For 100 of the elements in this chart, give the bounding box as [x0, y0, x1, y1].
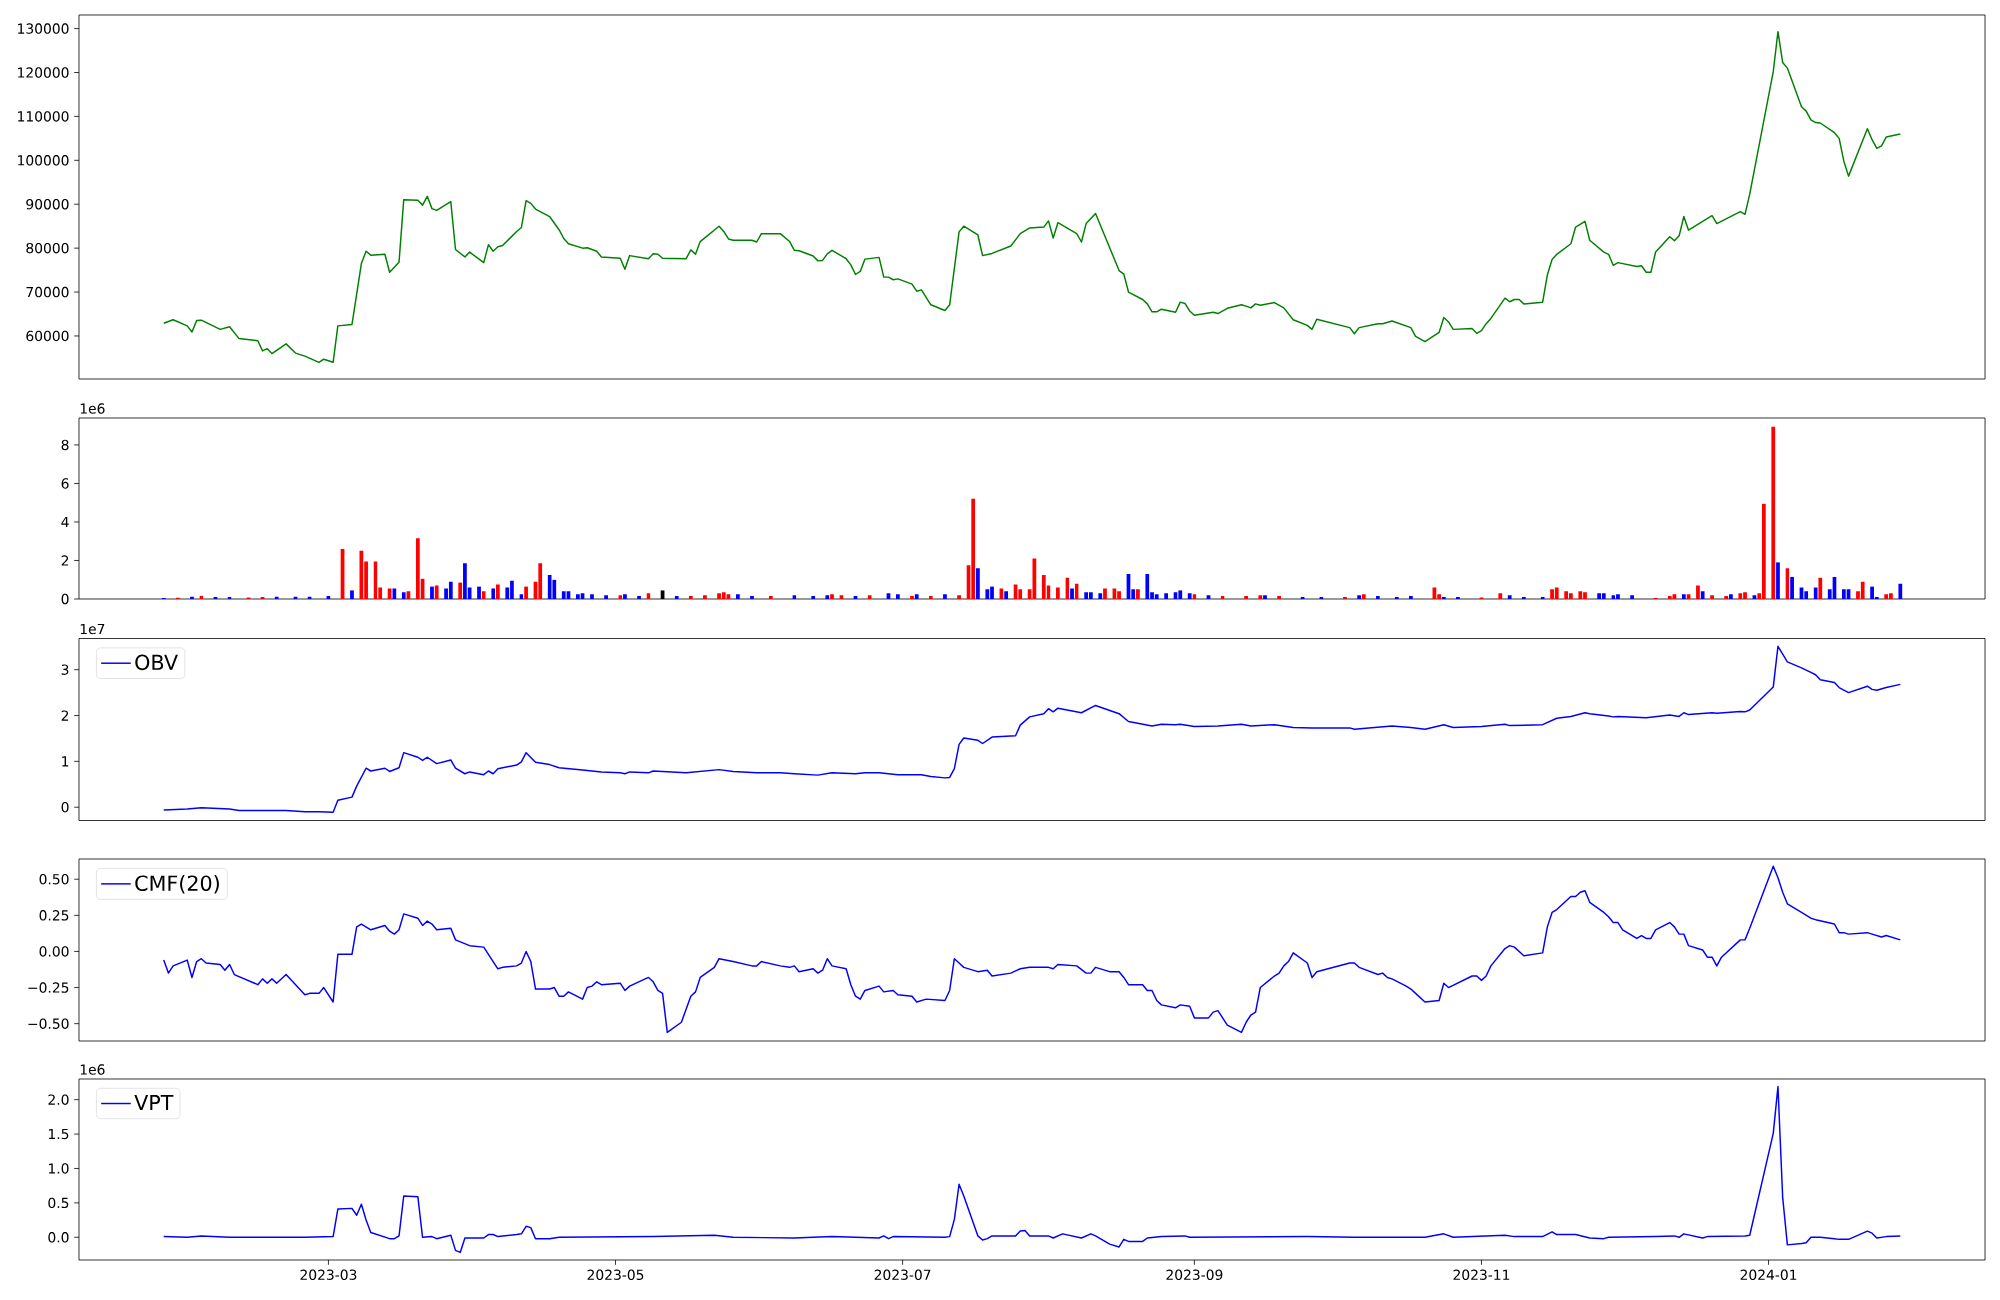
- y-tick-label: 1.5: [48, 1128, 69, 1140]
- y-tick-label: −0.50: [28, 1018, 69, 1029]
- bar: [1898, 583, 1903, 599]
- bar: [1145, 573, 1150, 599]
- bar: [1696, 585, 1700, 599]
- bar: [1361, 594, 1366, 599]
- y-tick-label: −0.25: [28, 982, 69, 993]
- bar: [1710, 595, 1714, 599]
- bar: [1032, 558, 1037, 599]
- bar: [623, 594, 627, 599]
- x-tick-label: 2024-01: [1740, 1269, 1797, 1280]
- y-tick-label: 0.00: [39, 946, 69, 957]
- text: 1e6: [80, 1064, 105, 1075]
- legend-label: VPT: [134, 1094, 174, 1111]
- line-series: [162, 30, 1902, 364]
- bar: [477, 586, 481, 599]
- bar: [1738, 593, 1743, 599]
- bar: [524, 586, 528, 599]
- y-tick-label: 80000: [26, 242, 69, 254]
- bar: [1564, 591, 1569, 599]
- bar: [1178, 590, 1183, 599]
- bar: [1884, 594, 1889, 599]
- bar: [990, 586, 994, 599]
- bar: [1277, 596, 1281, 599]
- bar: [1761, 503, 1766, 599]
- bar: [1498, 593, 1503, 599]
- bar: [1724, 596, 1729, 599]
- bar: [430, 586, 434, 599]
- x-tick-label: 2023-07: [874, 1269, 931, 1280]
- bar: [1070, 588, 1074, 599]
- bar: [1408, 596, 1413, 599]
- bar: [1103, 588, 1107, 599]
- y-tick-label: 0.50: [39, 873, 69, 885]
- y-tick-label: 1.0: [48, 1163, 69, 1174]
- y-tick-label: 8: [61, 439, 69, 451]
- y-tick-label: 130000: [18, 23, 69, 34]
- bar: [896, 594, 900, 599]
- bar: [1263, 595, 1267, 599]
- bar: [590, 594, 594, 599]
- bar: [1507, 595, 1512, 599]
- bar: [350, 590, 354, 599]
- y-tick-label: 90000: [26, 199, 69, 210]
- bar: [1098, 593, 1103, 599]
- bar: [1164, 593, 1169, 599]
- legend-label: CMF(20): [135, 875, 219, 894]
- bar: [1578, 591, 1583, 599]
- bar: [401, 592, 406, 599]
- bar: [1004, 591, 1009, 599]
- bar: [1088, 592, 1093, 599]
- y-tick-label: 120000: [18, 67, 69, 78]
- bar: [448, 581, 453, 599]
- bar: [1597, 593, 1602, 599]
- bar: [1790, 576, 1794, 599]
- bar: [1117, 591, 1121, 599]
- x-tick-label: 2023-05: [587, 1269, 644, 1280]
- bar: [830, 594, 834, 599]
- bar: [914, 594, 919, 599]
- y-tick-label: 6: [61, 478, 69, 489]
- y-tick-label: 70000: [26, 286, 69, 298]
- bar: [1018, 589, 1023, 599]
- bar: [703, 595, 707, 599]
- bar: [1818, 577, 1823, 599]
- bar: [688, 596, 693, 599]
- text: 1e7: [80, 623, 105, 635]
- bar: [735, 594, 740, 599]
- bar: [604, 595, 608, 599]
- bar: [1841, 589, 1846, 599]
- bar: [1244, 596, 1249, 599]
- y-tick-label: 60000: [26, 330, 69, 342]
- bar: [415, 538, 420, 599]
- bar: [1729, 594, 1733, 599]
- bar: [359, 550, 364, 599]
- bar: [495, 584, 500, 599]
- x-tick-label: 2023-09: [1166, 1269, 1223, 1280]
- y-tick-label: 2.0: [48, 1094, 69, 1105]
- bar: [1187, 593, 1192, 599]
- y-tick-label: 1: [62, 756, 69, 767]
- bar: [721, 592, 726, 599]
- bar: [547, 574, 552, 599]
- y-tick-label: 0: [61, 593, 69, 605]
- bar: [575, 594, 580, 599]
- bar: [867, 595, 872, 599]
- y-tick-label: 0: [61, 801, 69, 813]
- legend-label: OBV: [135, 654, 178, 671]
- bar: [1041, 574, 1046, 599]
- y-tick-label: 3: [61, 664, 69, 675]
- y-tick-label: 0.0: [48, 1232, 69, 1243]
- bar: [674, 596, 679, 599]
- bar: [1616, 594, 1620, 599]
- bar: [561, 591, 566, 599]
- bar: [825, 595, 830, 599]
- bar: [458, 582, 463, 599]
- y-tick-label: 4: [61, 516, 69, 528]
- bar: [1136, 589, 1140, 599]
- x-tick-label: 2023-03: [300, 1269, 357, 1280]
- text: 1e6: [80, 403, 105, 414]
- bar: [1771, 426, 1776, 599]
- y-tick-label: 100000: [18, 155, 69, 166]
- bar: [768, 596, 773, 599]
- bar: [976, 568, 980, 599]
